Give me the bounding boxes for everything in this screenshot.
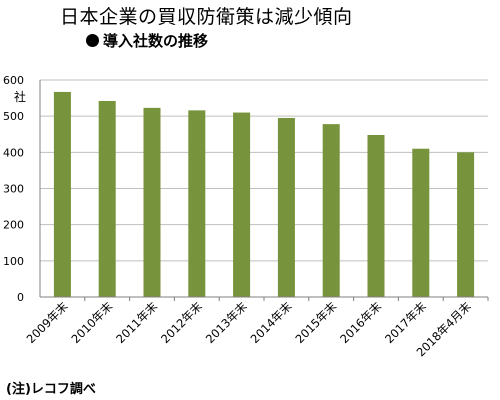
x-tick-label: 2012年末 (158, 299, 205, 346)
x-tick-label: 2010年末 (68, 299, 115, 346)
bar-2012年末 (188, 110, 206, 297)
y-tick-label: 200 (3, 219, 24, 232)
y-tick-labels: 0 100 200 300 400 500 600 (3, 74, 24, 304)
x-tick-label: 2013年末 (203, 299, 250, 346)
bar-2011年末 (143, 107, 161, 298)
bullet-icon (86, 34, 99, 47)
subtitle-text: 導入社数の推移 (103, 32, 209, 50)
bar-2018年4月末 (457, 152, 475, 297)
x-tick-label: 2017年末 (382, 299, 429, 346)
y-axis-unit-label: 社 (14, 90, 27, 104)
y-tick-label: 500 (3, 110, 24, 123)
y-tick-label: 600 (3, 74, 24, 87)
axes (39, 80, 489, 301)
bar-2009年末 (53, 91, 71, 297)
bar-2017年末 (412, 148, 430, 297)
y-tick-label: 400 (3, 146, 24, 159)
chart-title: 日本企業の買収防衛策は減少傾向 (60, 6, 353, 28)
x-tick-label: 2016年末 (337, 299, 384, 346)
x-tick-label: 2015年末 (292, 299, 339, 346)
x-tick-label: 2009年末 (24, 299, 71, 346)
chart-subtitle: 導入社数の推移 (86, 30, 208, 51)
bar-2013年末 (233, 112, 251, 297)
source-note: (注)レコフ調べ (6, 382, 96, 397)
x-tick-label: 2011年末 (113, 299, 160, 346)
y-tick-label: 0 (17, 291, 24, 304)
y-tick-label: 300 (3, 183, 24, 196)
y-tick-label: 100 (3, 255, 24, 268)
bar-2015年末 (322, 124, 340, 297)
bar-2014年末 (277, 117, 295, 297)
x-tick-labels: 2009年末2010年末2011年末2012年末2013年末2014年末2015… (24, 299, 474, 360)
bar-2016年末 (367, 134, 385, 297)
bar-2010年末 (98, 100, 116, 297)
x-tick-label: 2014年末 (248, 299, 295, 346)
bars (53, 91, 475, 298)
